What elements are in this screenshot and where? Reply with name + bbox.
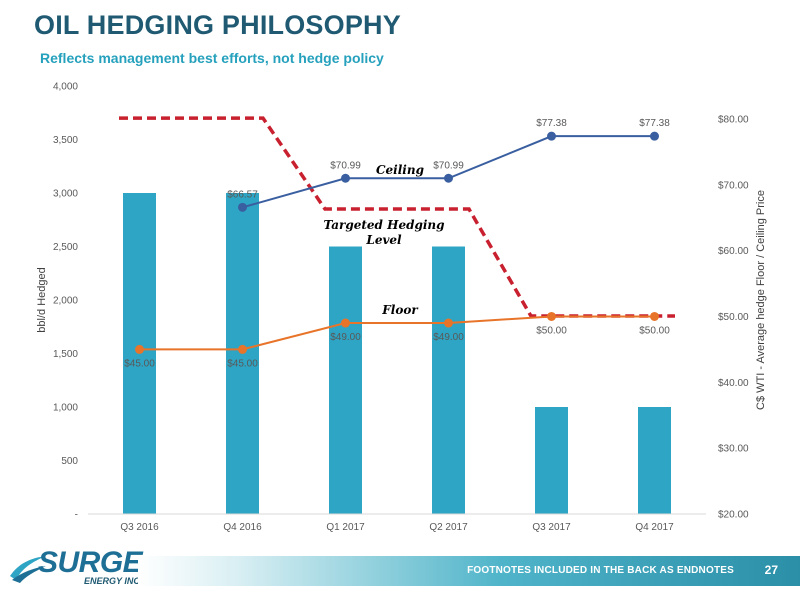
left-axis-title: bbl/d Hedged <box>36 267 48 332</box>
left-tick-label: 1,000 <box>53 403 78 414</box>
floor-value-label: $45.00 <box>227 358 258 369</box>
right-tick-label: $60.00 <box>718 246 749 257</box>
ceiling-series <box>238 131 659 212</box>
left-tick-label: 1,500 <box>53 349 78 360</box>
right-tick-label: $80.00 <box>718 114 749 125</box>
left-tick-label: 3,500 <box>53 135 78 146</box>
slide-subtitle: Reflects management best efforts, not he… <box>40 50 384 66</box>
right-tick-label: $30.00 <box>718 444 749 455</box>
right-tick-label: $20.00 <box>718 510 749 521</box>
ceiling-point <box>238 202 247 212</box>
targeted-annotation-line1: Targeted Hedging <box>323 218 444 232</box>
left-axis-ticks: - 500 1,000 1,500 2,000 2,500 3,000 3,500 4,000 <box>53 82 78 521</box>
x-tick-label: Q3 2017 <box>532 522 571 533</box>
targeted-hedging-path <box>119 116 675 318</box>
floor-value-label: $45.00 <box>124 358 155 369</box>
left-tick-label: 4,000 <box>53 82 78 93</box>
footnote-text: FOOTNOTES INCLUDED IN THE BACK AS ENDNOT… <box>467 565 734 576</box>
hedged-volume-bars <box>123 193 671 514</box>
x-axis-ticks: Q3 2016 Q4 2016 Q1 2017 Q2 2017 Q3 2017 Q4 20… <box>120 522 674 533</box>
ceiling-annotation: Ceiling <box>376 163 424 177</box>
floor-line <box>139 315 655 351</box>
right-axis-title: C$ WTI - Average hedge Floor / Ceiling P… <box>755 190 767 410</box>
ceiling-point <box>547 131 556 141</box>
ceiling-line <box>242 135 655 209</box>
x-tick-label: Q2 2017 <box>429 522 468 533</box>
data-labels: $66.57 $70.99 $70.99 $77.38 $77.38 $45.00 $45.… <box>124 118 670 369</box>
ceiling-value-label: $66.57 <box>227 189 258 200</box>
footer-bar <box>138 556 800 586</box>
swoosh-logo-icon <box>10 556 46 583</box>
ceiling-point <box>444 173 453 183</box>
left-tick-label: 2,000 <box>53 296 78 307</box>
x-tick-label: Q1 2017 <box>326 522 365 533</box>
ceiling-point <box>341 173 350 183</box>
volume-bar <box>432 246 465 514</box>
floor-point <box>341 318 350 328</box>
right-tick-label: $40.00 <box>718 378 749 389</box>
floor-value-label: $50.00 <box>639 325 670 336</box>
volume-bar <box>638 407 671 514</box>
volume-bar <box>535 407 568 514</box>
x-tick-label: Q4 2017 <box>635 522 674 533</box>
floor-value-label: $49.00 <box>330 332 361 343</box>
volume-bar <box>329 246 362 514</box>
left-tick-label: 500 <box>61 456 78 467</box>
left-tick-label: - <box>75 510 78 521</box>
ceiling-value-label: $77.38 <box>536 118 567 129</box>
floor-point <box>135 344 144 354</box>
floor-point <box>444 318 453 328</box>
floor-value-label: $50.00 <box>536 325 567 336</box>
targeted-hedging-line <box>119 116 675 318</box>
left-tick-label: 3,000 <box>53 189 78 200</box>
ceiling-point <box>650 131 659 141</box>
ceiling-value-label: $70.99 <box>330 160 361 171</box>
right-tick-label: $70.00 <box>718 180 749 191</box>
company-logo: SURGE ENERGY INC <box>8 546 148 592</box>
targeted-annotation-line2: Level <box>365 233 402 247</box>
ceiling-value-label: $70.99 <box>433 160 464 171</box>
x-tick-label: Q3 2016 <box>120 522 159 533</box>
x-tick-label: Q4 2016 <box>223 522 262 533</box>
hedging-chart: -5001,0001,5002,0002,5003,0003,5004,000 … <box>36 82 767 534</box>
floor-point <box>650 311 659 321</box>
floor-annotation: Floor <box>381 303 419 317</box>
floor-value-label: $49.00 <box>433 332 464 343</box>
floor-point <box>238 344 247 354</box>
right-axis-ticks: $20.00 $30.00 $40.00 $50.00 $60.00 $70.00 $80.… <box>718 114 749 520</box>
floor-series <box>135 311 659 354</box>
floor-point <box>547 311 556 321</box>
ceiling-value-label: $77.38 <box>639 118 670 129</box>
logo-wordmark: SURGE <box>38 546 143 579</box>
logo-subtitle: ENERGY INC <box>84 576 140 586</box>
right-tick-label: $50.00 <box>718 312 749 323</box>
slide-title: OIL HEDGING PHILOSOPHY <box>34 10 401 40</box>
page-number: 27 <box>764 563 778 577</box>
left-tick-label: 2,500 <box>53 242 78 253</box>
